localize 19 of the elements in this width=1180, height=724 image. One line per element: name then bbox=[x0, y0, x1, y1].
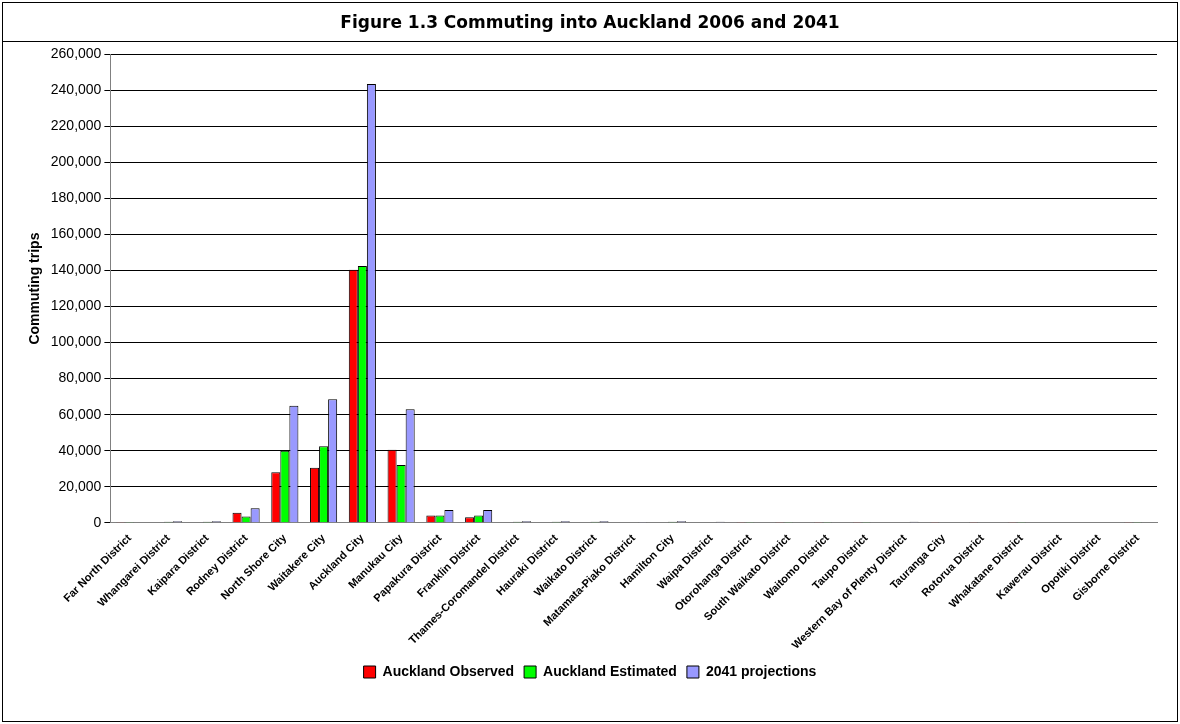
y-axis-title: Commuting trips bbox=[26, 232, 43, 345]
y-tick-label: 0 bbox=[93, 513, 102, 530]
y-tick-label: 180,000 bbox=[50, 189, 102, 206]
y-tick-label: 260,000 bbox=[50, 45, 102, 62]
legend-label: Auckland Observed bbox=[382, 662, 515, 679]
chart-title: Figure 1.3 Commuting into Auckland 2006 and 2041 bbox=[3, 3, 1177, 42]
y-tick-label: 80,000 bbox=[58, 369, 102, 386]
y-tick-label: 240,000 bbox=[50, 81, 102, 98]
y-tick-label: 120,000 bbox=[50, 297, 102, 314]
y-tick-label: 60,000 bbox=[58, 405, 102, 422]
y-tick-label: 100,000 bbox=[50, 333, 102, 350]
legend-label: 2041 projections bbox=[705, 662, 817, 679]
legend-label: Auckland Estimated bbox=[543, 662, 677, 679]
y-tick-label: 40,000 bbox=[58, 441, 102, 458]
y-tick-label: 160,000 bbox=[50, 225, 102, 242]
y-tick-label: 200,000 bbox=[50, 153, 102, 170]
y-tick-label: 140,000 bbox=[50, 261, 102, 278]
y-tick-label: 220,000 bbox=[50, 117, 102, 134]
y-tick-label: 20,000 bbox=[58, 477, 102, 494]
